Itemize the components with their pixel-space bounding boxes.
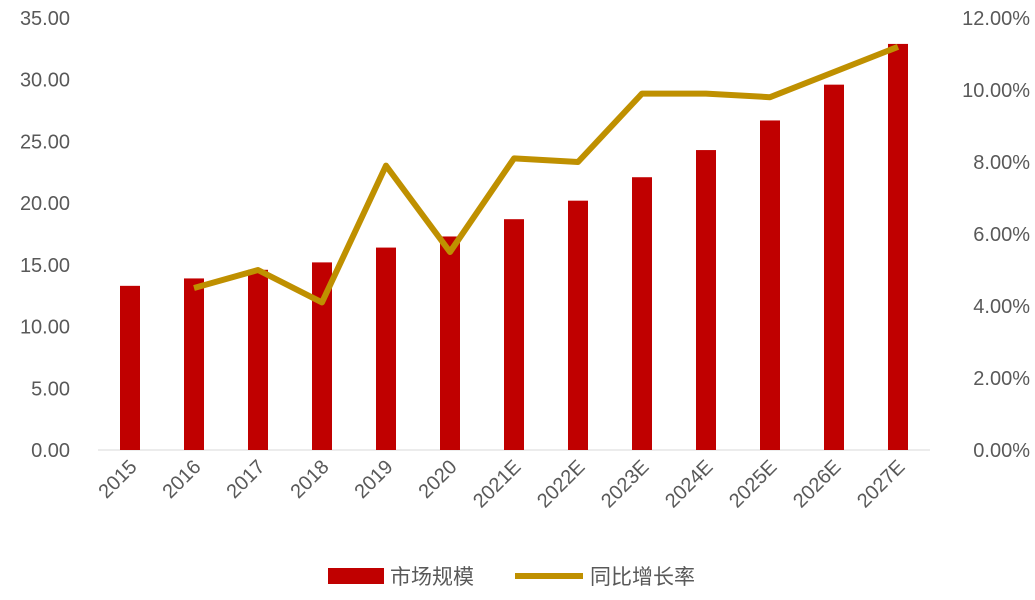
x-tick-label: 2021E	[469, 456, 525, 512]
bar	[504, 219, 524, 450]
legend-label-line: 同比增长率	[590, 565, 695, 589]
x-tick-label: 2023E	[597, 456, 653, 512]
right-tick-label: 12.00%	[962, 8, 1030, 30]
x-tick-label: 2026E	[789, 456, 845, 512]
left-tick-label: 15.00	[20, 255, 70, 277]
legend-label-bar: 市场规模	[390, 565, 474, 589]
bar	[312, 262, 332, 450]
bar	[632, 177, 652, 451]
bar-series	[120, 43, 908, 451]
left-tick-label: 20.00	[20, 193, 70, 215]
x-tick-label: 2024E	[661, 456, 717, 512]
bar	[760, 120, 780, 451]
x-tick-label: 2018	[287, 456, 334, 503]
line-series	[193, 44, 900, 306]
right-tick-label: 6.00%	[973, 224, 1030, 246]
bar	[888, 43, 908, 451]
x-tick-label: 2025E	[725, 456, 781, 512]
right-axis: 0.00% 2.00% 4.00% 6.00% 8.00% 10.00% 12.00%	[962, 8, 1030, 462]
left-tick-label: 10.00	[20, 317, 70, 339]
right-tick-label: 8.00%	[973, 152, 1030, 174]
legend: 市场规模 同比增长率	[328, 565, 695, 589]
right-tick-label: 4.00%	[973, 296, 1030, 318]
x-axis: 2015 2016 2017 2018 2019 2020 2021E 2022E 2023E 2…	[95, 456, 910, 512]
bar	[248, 269, 268, 450]
x-tick-label: 2020	[415, 456, 462, 503]
bar	[440, 236, 460, 450]
x-tick-label: 2022E	[533, 456, 589, 512]
x-tick-label: 2027E	[853, 456, 909, 512]
bar	[568, 200, 588, 450]
bar	[824, 84, 844, 450]
x-tick-label: 2016	[159, 456, 206, 503]
left-tick-label: 5.00	[31, 378, 70, 400]
growth-line	[193, 44, 900, 306]
bar	[376, 247, 396, 450]
left-axis: 0.00 5.00 10.00 15.00 20.00 25.00 30.00 35.00	[20, 8, 70, 462]
right-tick-label: 10.00%	[962, 80, 1030, 102]
right-tick-label: 0.00%	[973, 440, 1030, 462]
legend-swatch-bar	[328, 568, 384, 584]
x-tick-label: 2019	[351, 456, 398, 503]
x-tick-label: 2015	[95, 456, 142, 503]
left-tick-label: 35.00	[20, 8, 70, 30]
left-tick-label: 30.00	[20, 70, 70, 92]
left-tick-label: 25.00	[20, 131, 70, 153]
bar	[120, 285, 140, 450]
x-tick-label: 2017	[223, 456, 270, 503]
right-tick-label: 2.00%	[973, 368, 1030, 390]
bar	[184, 278, 204, 450]
bar	[696, 150, 716, 450]
left-tick-label: 0.00	[31, 440, 70, 462]
